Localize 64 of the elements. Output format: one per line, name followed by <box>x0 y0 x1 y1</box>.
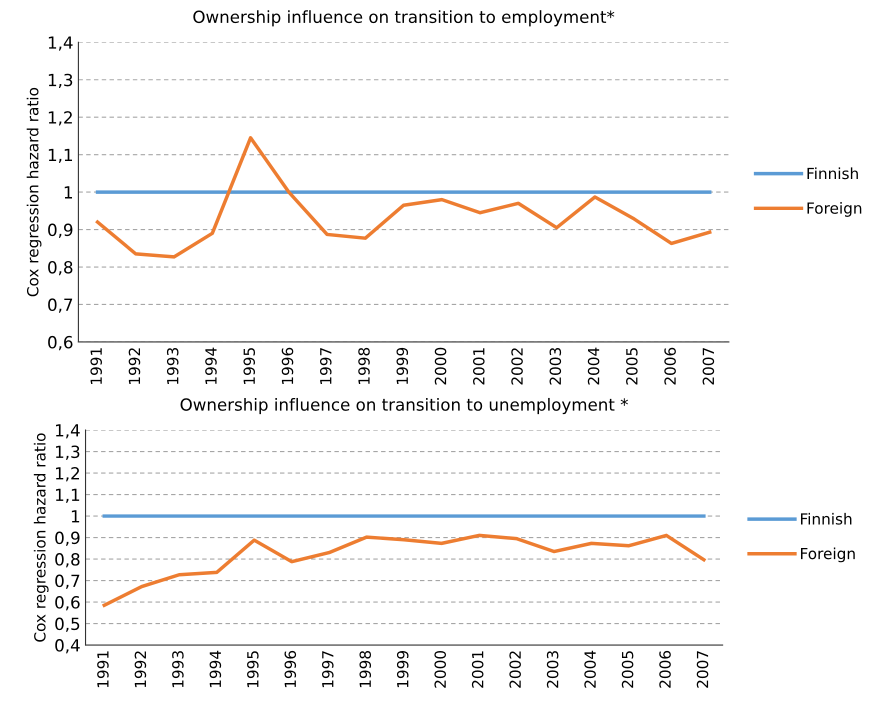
x-tick-label: 1994 <box>210 650 222 688</box>
x-tick-label: 1997 <box>320 348 332 384</box>
y-tick-label: 1 <box>72 510 80 522</box>
y-tick-label: 0,9 <box>55 532 80 546</box>
x-tick-label: 2000 <box>434 650 446 688</box>
line-series <box>96 136 712 259</box>
y-tick-label: 0,6 <box>55 596 80 610</box>
y-tick-label: 1,3 <box>48 74 72 88</box>
y-tick-label: 0,5 <box>55 618 80 632</box>
x-tick-label: 2006 <box>659 650 671 688</box>
y-tick-label: 1,3 <box>56 446 80 460</box>
x-tick-label: 1994 <box>205 348 217 384</box>
x-tick-label: 2003 <box>550 348 562 385</box>
x-tick-label: 2005 <box>622 651 634 688</box>
x-tick-label: 2002 <box>511 348 523 385</box>
x-tick-label: 1997 <box>322 651 334 688</box>
y-axis-title: Cox regression hazard ratio <box>26 88 42 296</box>
x-tick-label: 2001 <box>473 348 485 385</box>
chart-title: Ownership influence on transition to employment* <box>193 10 614 26</box>
y-tick-label: 1,4 <box>48 36 73 51</box>
y-tick-label: 0,8 <box>48 260 72 276</box>
legend-label: Finnish <box>808 167 858 180</box>
line-series <box>102 534 706 608</box>
y-tick-label: 0,9 <box>48 224 72 238</box>
y-tick-label: 1 <box>64 186 72 198</box>
chart-title: Ownership influence on transition to unemployment * <box>180 398 628 414</box>
x-tick-label: 2004 <box>588 348 600 385</box>
x-tick-label: 1993 <box>166 348 178 384</box>
x-tick-label: 1998 <box>359 650 372 688</box>
x-tick-label: 2002 <box>509 651 521 688</box>
x-tick-label: 2006 <box>664 348 676 385</box>
y-tick-label: 0,6 <box>48 336 72 350</box>
x-tick-label: 1996 <box>284 650 296 688</box>
x-tick-label: 2001 <box>472 651 484 688</box>
y-tick-label: 0,4 <box>55 639 80 654</box>
y-tick-label: 0,7 <box>55 574 80 589</box>
y-tick-label: 1,1 <box>48 148 72 163</box>
x-tick-label: 1992 <box>128 348 140 384</box>
x-tick-label: 2003 <box>546 651 558 688</box>
x-tick-label: 2007 <box>702 348 714 385</box>
x-tick-label: 1999 <box>396 651 408 688</box>
y-tick-label: 0,8 <box>55 553 80 568</box>
x-tick-label: 1992 <box>134 651 146 688</box>
x-tick-label: 1991 <box>90 348 102 384</box>
y-tick-label: 0,7 <box>48 298 72 313</box>
x-tick-label: 1991 <box>97 651 109 688</box>
legend-label: Foreign <box>808 202 862 217</box>
x-tick-label: 1998 <box>358 348 370 384</box>
x-tick-label: 2007 <box>696 651 708 688</box>
x-tick-label: 1995 <box>247 651 259 688</box>
y-tick-label: 1,1 <box>56 488 80 503</box>
x-tick-label: 1995 <box>243 348 256 384</box>
legend-label: Foreign <box>801 547 855 562</box>
x-tick-label: 1996 <box>282 348 294 384</box>
x-tick-label: 1993 <box>172 651 184 688</box>
x-tick-label: 2005 <box>626 348 638 385</box>
x-tick-label: 1999 <box>396 348 408 384</box>
y-tick-label: 1,4 <box>56 424 80 438</box>
legend-label: Finnish <box>801 512 852 525</box>
x-tick-label: 2000 <box>434 348 446 385</box>
y-tick-label: 1,2 <box>56 467 80 482</box>
y-axis-title: Cox regression hazard ratio <box>34 433 49 642</box>
x-tick-label: 2004 <box>584 650 596 688</box>
y-tick-label: 1,2 <box>48 111 72 126</box>
